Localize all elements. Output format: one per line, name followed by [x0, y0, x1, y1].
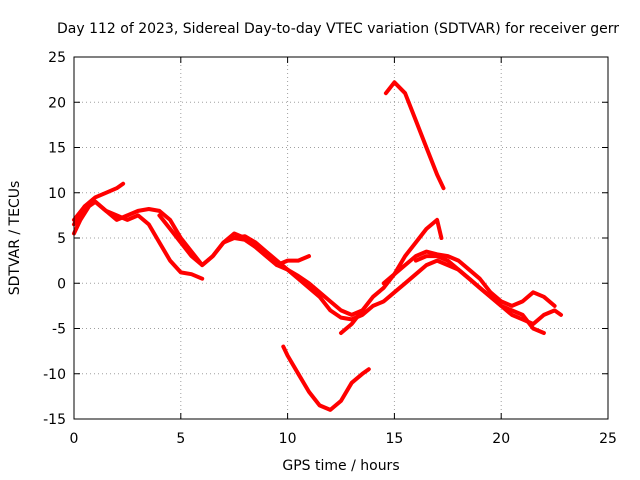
- y-tick-label: 10: [48, 186, 66, 202]
- y-tick-label: 20: [48, 95, 66, 111]
- data-series: [72, 80, 563, 412]
- series-line-arc-9: [383, 80, 446, 191]
- y-axis-label: SDTVAR / TECUs: [7, 181, 23, 296]
- y-tick-label: -15: [43, 412, 66, 428]
- plot-frame: [73, 56, 609, 420]
- grid: [74, 57, 608, 419]
- y-tick-label: -5: [52, 322, 66, 338]
- x-tick-label: 0: [70, 431, 79, 447]
- chart-title: Day 112 of 2023, Sidereal Day-to-day VTE…: [57, 21, 619, 37]
- x-tick-label: 10: [279, 431, 297, 447]
- y-tick-label: 5: [57, 231, 66, 247]
- series-line-arc-7: [381, 249, 557, 308]
- x-tick-label: 15: [385, 431, 403, 447]
- y-tick-label: 15: [48, 141, 66, 157]
- series-line-arc-8: [413, 254, 546, 335]
- x-tick-label: 5: [176, 431, 185, 447]
- tick-labels: 0 5 10 15 20 25 -15 -10 -5 0 5 10 15 20 25: [43, 50, 617, 447]
- y-tick-label: -10: [43, 367, 66, 383]
- x-tick-label: 20: [492, 431, 510, 447]
- y-tick-label: 0: [57, 276, 66, 292]
- x-tick-label: 25: [599, 431, 617, 447]
- series-line-arc-10: [281, 344, 371, 412]
- x-axis-label: GPS time / hours: [282, 458, 399, 474]
- series-line-arc-4: [157, 213, 311, 268]
- y-tick-label: 25: [48, 50, 66, 66]
- series-line-arc-5: [232, 236, 563, 326]
